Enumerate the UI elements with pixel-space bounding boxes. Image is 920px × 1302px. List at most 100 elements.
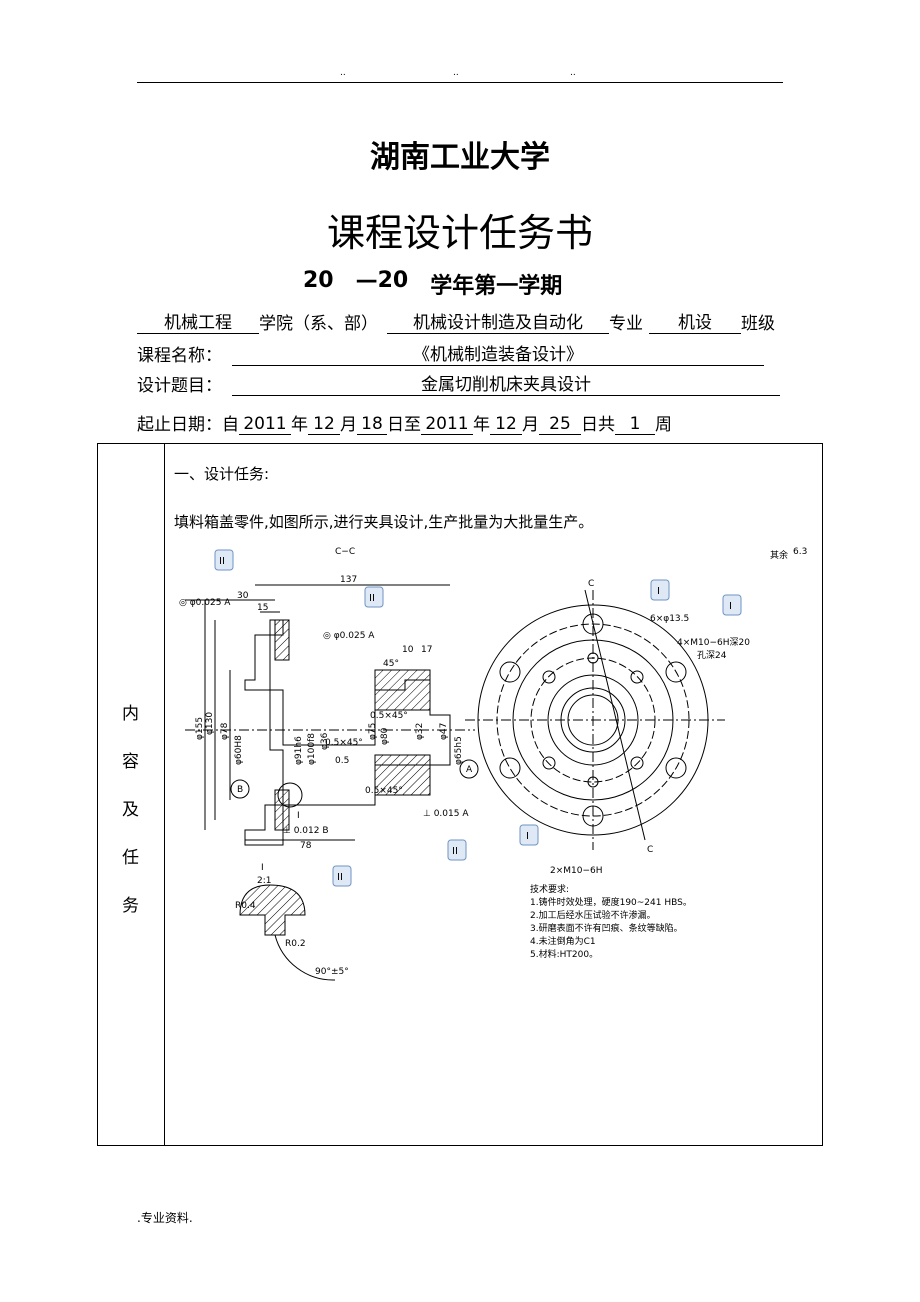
detail-scale: 2:1 (257, 876, 271, 886)
term: 20 —20 学年第一学期 (303, 268, 562, 300)
field-value: 金属切削机床夹具设计 (232, 370, 780, 396)
dim-label: φ75 (368, 723, 378, 740)
dim-label: φ32 (415, 723, 425, 740)
date-label: 年 (473, 415, 490, 435)
callout: II (219, 556, 225, 567)
date-label: 日共 (581, 415, 615, 435)
datum-label: A (466, 765, 473, 775)
dim-label: 45° (383, 659, 399, 669)
callout: II (452, 846, 458, 857)
side-char: 务 (122, 896, 139, 916)
dim-label: φ78 (220, 722, 230, 740)
date-label: 周 (655, 415, 672, 435)
header-mark: .. (340, 68, 346, 78)
tolerance-label: ⊥ 0.012 B (283, 826, 329, 836)
info-row: 设计题目： 金属切削机床夹具设计 (137, 372, 780, 396)
side-char: 任 (122, 848, 139, 868)
header-mark: .. (453, 68, 459, 78)
title: 湖南工业大学 (370, 140, 550, 175)
callout: II (369, 593, 375, 604)
dim-label: 0.5×45° (370, 711, 408, 721)
datum-label: B (237, 785, 243, 795)
requirement: 4.未注倒角为C1 (530, 935, 596, 947)
field-value: 机械工程 (137, 308, 259, 334)
term-year: 20 (303, 268, 334, 293)
info-row: 课程名称： 《机械制造装备设计》 (137, 342, 764, 366)
date-value: 25 (539, 414, 581, 435)
requirement: 2.加工后经水压试验不许渗漏。 (530, 909, 656, 921)
dim-label: 17 (421, 645, 432, 655)
dim-label: 0.5 (335, 756, 349, 766)
roughness-value: 6.3 (793, 547, 807, 557)
date-value: 18 (357, 414, 387, 435)
header-mark: .. (570, 68, 576, 78)
requirement: 3.研磨表面不许有凹痕、条纹等缺陷。 (530, 922, 683, 934)
dim-label: 15 (257, 603, 268, 613)
dim-label: φ80 (380, 727, 390, 745)
header-rule (137, 82, 783, 83)
dim-label: 137 (340, 575, 357, 585)
subtitle: 课程设计任务书 (326, 211, 593, 255)
hole-label: 6×φ13.5 (650, 614, 689, 624)
field-label: 班级 (741, 314, 775, 334)
date-label: 月 (340, 415, 357, 435)
part-drawing: C−C 137 30 15 ◎ φ0.025 A ◎ φ0.025 A 10 1… (179, 547, 807, 981)
date-value: 1 (615, 414, 655, 435)
dim-label: φ65h5 (454, 736, 464, 765)
date-value: 12 (490, 414, 522, 435)
callout: I (526, 831, 529, 842)
side-char: 内 (122, 704, 139, 724)
field-label: 学院（系、部） (259, 314, 378, 334)
side-char: 容 (122, 752, 139, 772)
roughness-label: 其余 (770, 549, 788, 561)
tolerance-label: ⊥ 0.015 A (423, 809, 469, 819)
side-label: 内容及任务 (97, 690, 164, 930)
date-value: 2011 (421, 414, 473, 435)
dim-label: R0.2 (285, 939, 306, 949)
dim-label: 78 (300, 841, 312, 851)
field-value: 机设 (649, 308, 741, 334)
section-heading: 一、设计任务: (174, 465, 270, 483)
tolerance-label: ◎ φ0.025 A (323, 631, 375, 641)
footer: .专业资料. (137, 1211, 193, 1225)
dim-label: C−C (335, 547, 355, 557)
date-label: 起止日期：自 (137, 415, 239, 435)
detail-label: I (297, 811, 300, 821)
field-value: 《机械制造装备设计》 (232, 340, 764, 366)
dim-label: φ130 (205, 712, 215, 735)
callout: II (337, 872, 343, 883)
dim-label: R0.4 (235, 901, 256, 911)
requirement: 5.材料:HT200。 (530, 948, 598, 960)
requirement: 1.铸件时效处理，硬度190~241 HBS。 (530, 896, 692, 908)
info-row: 起止日期：自 2011 年 12 月 18 日至 2011 年 12 月 25 日共 1 周 (137, 411, 672, 435)
field-value: 机械设计制造及自动化 (387, 308, 609, 334)
dim-label: 0.5×45° (365, 786, 403, 796)
hole-label: 2×M10−6H (550, 866, 603, 876)
field-label: 课程名称： (137, 346, 222, 366)
dim-label: φ36 (320, 732, 330, 750)
dim-label: φ60H8 (234, 735, 244, 765)
detail-label: I (261, 863, 264, 873)
dim-label: 90°±5° (315, 967, 349, 977)
callout: I (729, 601, 732, 612)
task-text: 填料箱盖零件,如图所示,进行夹具设计,生产批量为大批量生产。 (174, 513, 594, 531)
term-text: 学年第一学期 (430, 274, 563, 299)
hole-label: 孔深24 (697, 650, 727, 661)
date-value: 2011 (239, 414, 291, 435)
term-year: —20 (355, 268, 409, 293)
date-value: 12 (308, 414, 340, 435)
content-table (97, 443, 823, 1146)
date-label: 日至 (387, 415, 421, 435)
hole-label: 4×M10−6H深20 (677, 637, 750, 648)
field-label: 专业 (609, 314, 643, 334)
section-mark: C (647, 845, 653, 855)
dim-label: φ100f8 (307, 733, 317, 765)
field-label: 设计题目： (137, 376, 222, 396)
table-divider (164, 443, 165, 1145)
section-mark: C (588, 579, 594, 589)
date-label: 月 (522, 415, 539, 435)
side-char: 及 (122, 800, 139, 820)
dim-label: 30 (237, 591, 249, 601)
dim-label: φ155 (195, 717, 205, 740)
